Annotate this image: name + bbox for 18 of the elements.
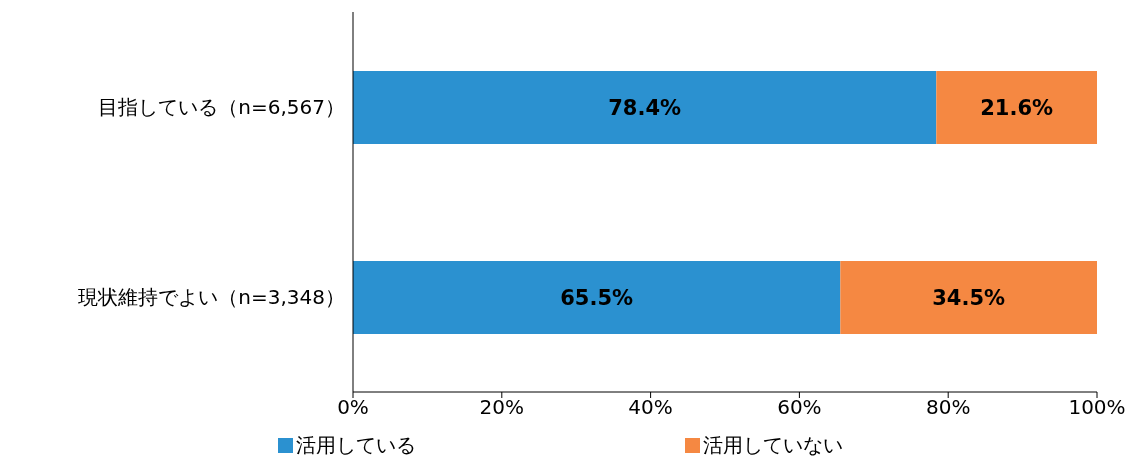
x-tick-label: 40% [628,395,673,420]
data-label: 65.5% [560,285,634,310]
data-label: 78.4% [608,95,682,120]
x-tick-label: 20% [479,395,525,420]
x-tick-label: 80% [925,395,971,420]
x-tick-label: 100% [1068,395,1126,420]
bar [840,261,1097,334]
y-tick-label: 目指している（n=6,567） [98,95,345,120]
y-tick-label: 現状維持でよい（n=3,348） [78,285,345,310]
x-tick-label: 0% [337,395,369,420]
data-label: 21.6% [980,95,1054,120]
legend-label: 活用していない [701,432,843,459]
bar [353,71,937,144]
x-tick-label: 60% [777,395,822,420]
data-label: 34.5% [932,285,1006,310]
legend-label: 活用している [294,432,416,459]
bar [936,71,1097,144]
bar [353,261,841,334]
